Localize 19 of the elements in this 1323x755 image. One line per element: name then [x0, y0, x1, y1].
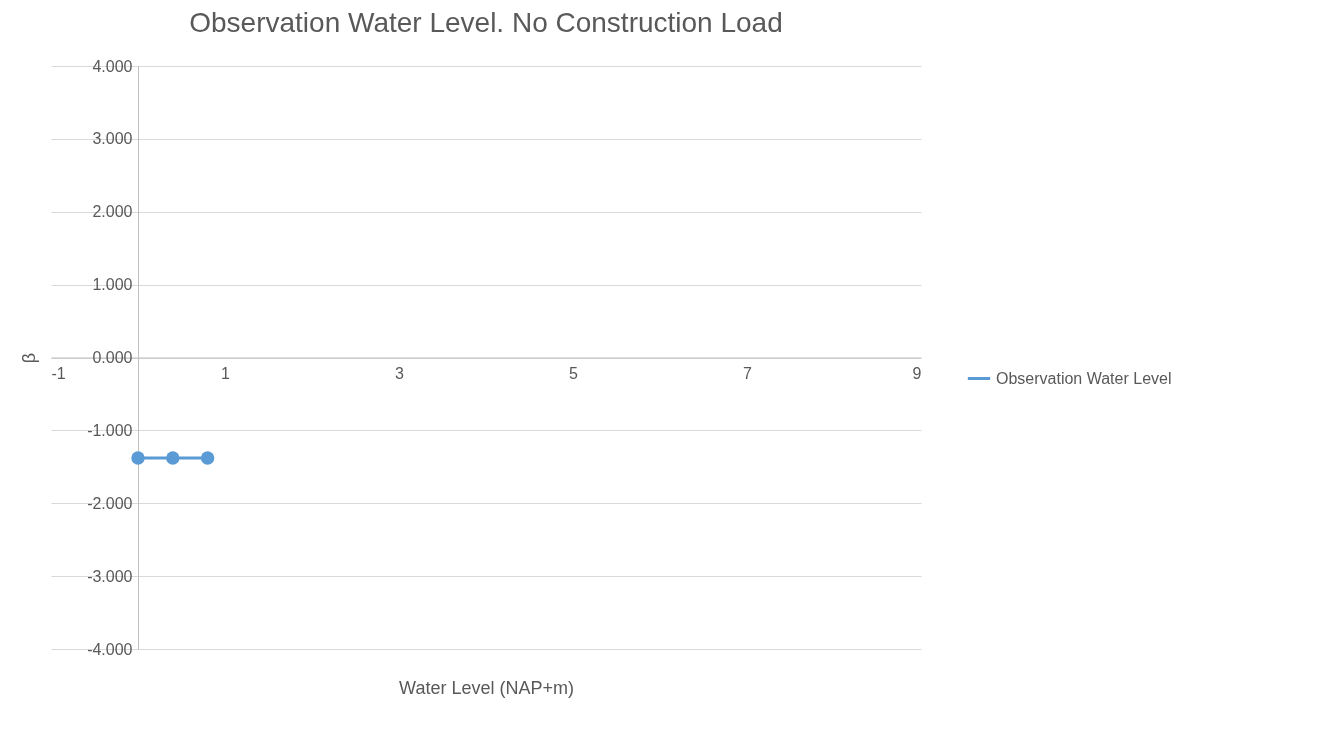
- x-tick-label: 9: [912, 365, 922, 382]
- y-tick-label: 0.000: [92, 349, 133, 366]
- y-tick-label: 3.000: [92, 130, 133, 148]
- y-tick-label: 2.000: [92, 203, 133, 221]
- chart-title: Observation Water Level. No Construction Load: [189, 7, 783, 38]
- y-tick-label: -2.000: [87, 494, 133, 512]
- x-tick-label: 7: [743, 365, 753, 382]
- x-axis-title: Water Level (NAP+m): [399, 677, 574, 698]
- y-tick-label: -3.000: [87, 567, 133, 585]
- y-tick-label: -4.000: [87, 640, 133, 658]
- legend-label: Observation Water Level: [996, 369, 1172, 387]
- x-tick-label: 1: [221, 365, 231, 382]
- x-tick-label: 3: [395, 365, 405, 382]
- y-axis-title: β: [18, 352, 39, 364]
- y-tick-label: 1.000: [92, 276, 133, 294]
- y-tick-label: 4.000: [92, 57, 133, 75]
- y-tick-label: -1.000: [87, 421, 133, 439]
- x-tick-label: 5: [569, 365, 579, 382]
- x-tick-label: -1: [51, 365, 66, 382]
